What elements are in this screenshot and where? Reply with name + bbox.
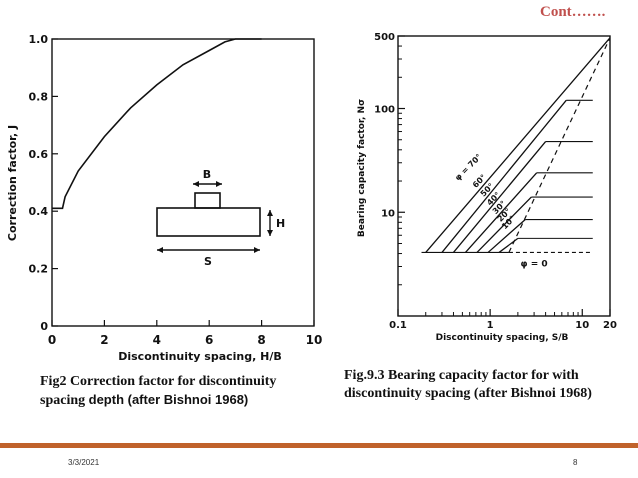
footing-inset-diagram: B H S xyxy=(156,168,285,268)
chart1-x-tick-label: 10 xyxy=(306,333,323,347)
limit-dashed-line xyxy=(508,37,611,253)
chart1-y-tick-label: 0.2 xyxy=(29,263,49,276)
chart1-frame xyxy=(51,38,315,327)
phi-zero-label: φ = 0 xyxy=(521,259,548,269)
inset-arrowhead xyxy=(254,247,260,253)
phi-line-1 xyxy=(441,99,567,253)
inset-arrowhead xyxy=(267,230,273,236)
figure3-caption: Fig.9.3 Bearing capacity factor for with… xyxy=(344,368,592,401)
correction-factor-chart: 0 2 4 6 8 10 0 0.2 0.4 0.6 0.8 1.0 B H S Correction f… xyxy=(6,33,323,363)
chart1-y-tick-label: 0.4 xyxy=(29,205,49,218)
chart1-y-tick-label: 0.8 xyxy=(29,90,49,103)
inset-arrowhead xyxy=(216,181,222,187)
inset-s-label: S xyxy=(204,255,212,268)
chart2-frame xyxy=(397,35,611,317)
chart2-x-tick-label: 0.1 xyxy=(389,320,407,331)
footer-bar xyxy=(0,443,638,448)
page-number: 8 xyxy=(573,458,578,467)
footer-date: 3/3/2021 xyxy=(68,458,100,467)
chart2-x-tick-label: 1 xyxy=(487,320,494,331)
chart2-y-tick-label: 500 xyxy=(374,32,395,43)
cont-label: Cont……. xyxy=(540,4,606,20)
figure2-caption: Fig2 Correction factor for discontinuity… xyxy=(40,373,310,410)
chart1-x-tick-label: 0 xyxy=(48,333,56,347)
chart1-y-tick-label: 0.6 xyxy=(29,148,49,161)
chart1-y-tick-label: 1.0 xyxy=(29,33,49,46)
chart1-y-axis-label: Correction factor, J xyxy=(6,125,19,241)
inset-h-label: H xyxy=(276,217,285,230)
correction-factor-curve xyxy=(52,38,262,210)
inset-arrowhead xyxy=(157,247,163,253)
chart2-x-tick-label: 10 xyxy=(575,320,589,331)
figure2-caption-part2: depth (after Bishnoi 1968) xyxy=(88,392,249,407)
inset-footing xyxy=(194,192,221,209)
chart2-y-axis-label: Bearing capacity factor, Nσ xyxy=(357,99,367,237)
chart1-y-tick-label: 0 xyxy=(40,320,48,333)
phi-line-5 xyxy=(487,219,526,253)
inset-rock-block xyxy=(156,207,261,237)
figure2-caption-part1: Fig2 Correction factor for discontinuity… xyxy=(40,374,277,408)
chart1-x-tick-label: 8 xyxy=(257,333,265,347)
chart1-x-tick-label: 4 xyxy=(153,333,161,347)
phi-line-4 xyxy=(476,196,532,253)
inset-arrowhead xyxy=(267,210,273,216)
phi-line-0 xyxy=(425,37,611,253)
chart2-x-axis-label: Discontinuity spacing, S/B xyxy=(436,333,569,343)
chart2-y-tick-label: 10 xyxy=(381,208,395,219)
phi-line-3 xyxy=(464,172,538,253)
inset-arrowhead xyxy=(193,181,199,187)
chart1-x-tick-label: 6 xyxy=(205,333,213,347)
inset-b-label: B xyxy=(203,168,211,181)
chart1-x-axis-label: Discontinuity spacing, H/B xyxy=(118,350,282,363)
chart2-x-tick-label: 20 xyxy=(603,320,617,331)
chart1-x-tick-label: 2 xyxy=(100,333,108,347)
chart2-y-tick-label: 100 xyxy=(374,105,395,116)
phi-line-2 xyxy=(452,141,547,253)
